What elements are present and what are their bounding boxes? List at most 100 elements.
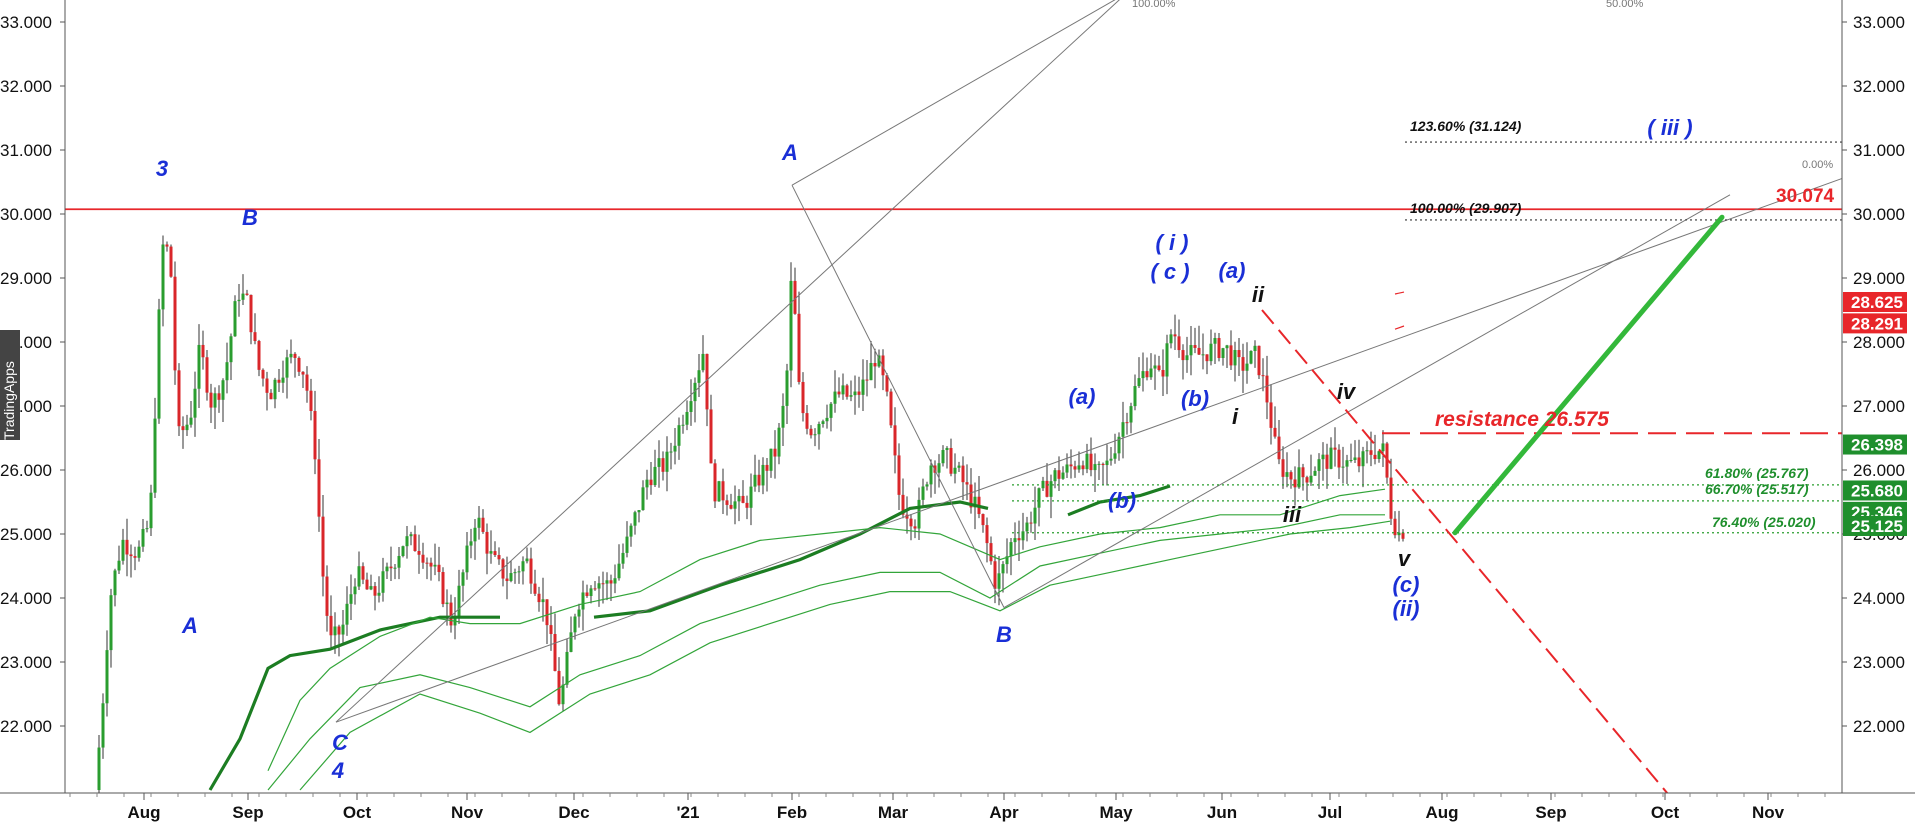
candle-body [1273, 427, 1277, 437]
candle-body [541, 599, 545, 603]
wave-label: ii [1252, 282, 1265, 307]
candle-body [865, 379, 869, 381]
candle-body [617, 563, 621, 579]
x-tick-label: Mar [878, 803, 909, 822]
downtrend-line [1261, 309, 1669, 793]
candle-body [769, 448, 773, 471]
candle-body [397, 555, 401, 568]
candle-body [473, 527, 477, 542]
candle-body [749, 486, 753, 508]
candle-body [1181, 350, 1185, 361]
candle-body [501, 559, 505, 579]
candle-body [1237, 350, 1241, 358]
price-tag-text: 26.398 [1851, 436, 1903, 455]
candle-body [817, 423, 821, 435]
candle-body [1001, 564, 1005, 574]
candle-body [1089, 453, 1093, 471]
candle-body [101, 703, 105, 748]
candle-body [893, 425, 897, 456]
candle-body [681, 424, 685, 426]
candle-body [953, 467, 957, 474]
candle-body [969, 484, 973, 508]
candle-body [1265, 375, 1269, 403]
candle-body [365, 579, 369, 590]
wave-label: (a) [1069, 384, 1096, 409]
candle-body [861, 379, 865, 395]
candle-body [537, 593, 541, 603]
candle-body [197, 344, 201, 389]
candle-body [649, 479, 653, 486]
candle-body [797, 313, 801, 382]
y-tick-label-left: 31.000 [0, 141, 52, 160]
x-tick-label: Oct [343, 803, 372, 822]
candle-body [385, 566, 389, 572]
candle-body [857, 391, 861, 395]
candle-body [609, 580, 613, 584]
candle-body [925, 484, 929, 487]
candle-body [421, 554, 425, 563]
candle-body [1113, 453, 1117, 459]
candle-body [1161, 369, 1165, 377]
candle-body [337, 626, 341, 635]
candle-body [1213, 338, 1217, 344]
candle-body [773, 448, 777, 457]
candle-body [561, 684, 565, 705]
candle-body [1137, 378, 1141, 387]
candle-body [781, 405, 785, 428]
wave-label: A [781, 140, 798, 165]
candle-body [1293, 479, 1297, 488]
candle-body [345, 603, 349, 625]
candle-body [853, 391, 857, 396]
candle-body [829, 403, 833, 418]
candle-body [409, 534, 413, 537]
y-tick-label-left: 25.000 [0, 525, 52, 544]
candle-body [1061, 472, 1065, 479]
candle-body [825, 417, 829, 422]
watermark-text: TradingApps [1, 361, 17, 440]
candle-body [1081, 465, 1085, 470]
candle-body [729, 504, 733, 509]
x-tick-label: Aug [127, 803, 160, 822]
candle-body [1117, 436, 1121, 454]
y-tick-label-left: 24.000 [0, 589, 52, 608]
x-tick-label: Jul [1318, 803, 1343, 822]
candle-body [241, 293, 245, 300]
candle-body [633, 512, 637, 526]
candle-body [753, 474, 757, 487]
candle-body [1177, 336, 1181, 351]
candle-body [1141, 371, 1145, 379]
candle-body [489, 551, 493, 554]
candle-body [1377, 451, 1381, 460]
y-tick-label-left: 30.000 [0, 205, 52, 224]
candle-body [377, 592, 381, 596]
candle-body [445, 602, 449, 605]
candle-body [1189, 345, 1193, 356]
candle-body [1389, 477, 1393, 519]
candle-body [333, 626, 337, 636]
candle-body [1381, 443, 1385, 452]
wave-label: B [242, 205, 258, 230]
candle-body [1101, 463, 1105, 466]
candle-body [1285, 472, 1289, 477]
candle-body [213, 393, 217, 408]
candle-body [713, 463, 717, 502]
candle-body [349, 594, 353, 604]
candle-body [665, 451, 669, 472]
candle-body [1309, 475, 1313, 483]
wave-label: 4 [331, 758, 344, 783]
candle-body [1057, 470, 1061, 479]
candle-body [881, 355, 885, 376]
plot-area [65, 0, 1842, 793]
candle-body [593, 588, 597, 590]
y-tick-label-right: 24.000 [1853, 589, 1905, 608]
wave-label: 3 [156, 156, 168, 181]
watermark-box [0, 330, 20, 440]
candle-body [469, 541, 473, 546]
candle-body [697, 370, 701, 383]
y-tick-label-left: 33.000 [0, 13, 52, 32]
candle-body [889, 391, 893, 426]
candle-body [321, 516, 325, 577]
candle-body [901, 494, 905, 515]
candle-body [185, 424, 189, 431]
candle-body [297, 357, 301, 372]
